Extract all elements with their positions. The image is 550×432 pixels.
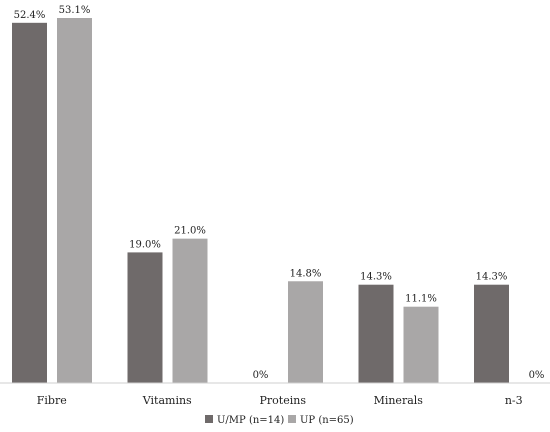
data-label: 53.1% (59, 5, 91, 16)
category-label: Minerals (374, 394, 424, 407)
bar-umpc-1 (127, 252, 163, 383)
bar-umpc-4 (474, 284, 509, 383)
category-label-group: Fibre Vitamins Proteins Minerals n-3 (37, 394, 523, 407)
bar-umpc-0 (12, 22, 47, 383)
data-label: 11.1% (405, 294, 437, 305)
data-label: 0% (529, 370, 545, 381)
legend: U/MP (n=14) UP (n=65) (205, 415, 354, 426)
bar-up-2 (288, 281, 323, 383)
data-label: 14.8% (290, 268, 322, 279)
data-label: 21.0% (174, 226, 206, 237)
bar-up-3 (403, 306, 439, 383)
legend-item-up-label: UP (n=65) (300, 415, 354, 426)
bar-umpc-3 (358, 284, 394, 383)
data-label: 19.0% (129, 239, 161, 250)
legend-item-umpc-label: U/MP (n=14) (217, 415, 284, 426)
data-label: 0% (253, 370, 269, 381)
legend-item-up-swatch (288, 415, 296, 423)
data-label: 14.3% (476, 272, 508, 283)
bar-group (12, 18, 509, 383)
category-label: Vitamins (142, 394, 192, 407)
category-label: Fibre (37, 394, 67, 407)
category-label: Proteins (260, 394, 307, 407)
bar-up-1 (172, 238, 208, 383)
category-label: n-3 (505, 394, 523, 407)
data-label-group: 52.4% 53.1% 19.0% 21.0% 0% 14.8% 14.3% 11.1% 14.… (14, 5, 545, 381)
legend-item-umpc-swatch (205, 415, 213, 423)
bar-up-0 (57, 18, 92, 383)
data-label: 52.4% (14, 10, 46, 21)
data-label: 14.3% (360, 272, 392, 283)
